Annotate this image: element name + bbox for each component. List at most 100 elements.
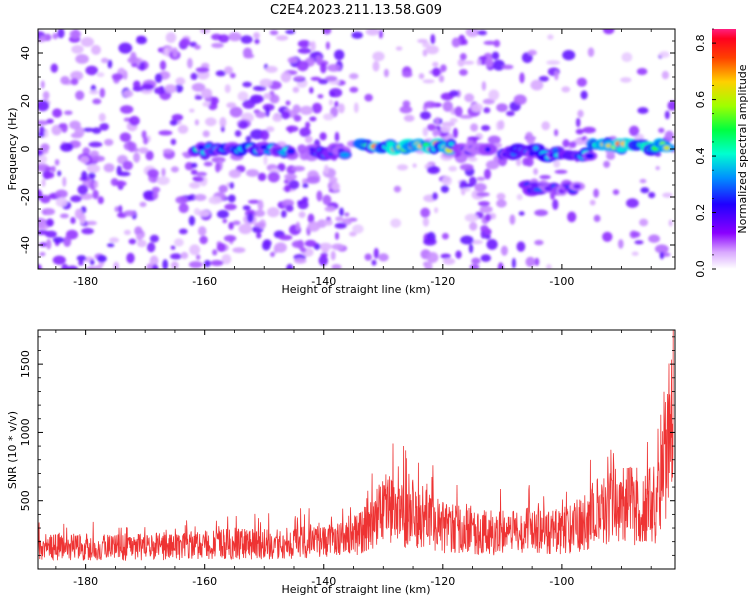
heatmap-noise-cell: [287, 56, 299, 64]
heatmap-noise-cell: [425, 45, 439, 55]
heatmap-noise-cell: [82, 147, 91, 156]
heatmap-noise-cell: [390, 218, 402, 228]
heatmap-noise-cell: [159, 60, 167, 71]
snr-series-line: [38, 330, 675, 562]
heatmap-noise-cell: [422, 41, 430, 48]
heatmap-noise-cell: [222, 218, 228, 224]
heatmap-noise-cell: [265, 106, 270, 117]
heatmap-noise-cell: [481, 125, 491, 131]
heatmap-noise-cell: [667, 100, 675, 111]
heatmap-noise-cell: [50, 63, 58, 73]
heatmap-noise-cell: [156, 176, 170, 186]
heatmap-noise-cell: [70, 78, 79, 86]
x-tick-label: -140: [311, 575, 336, 588]
heatmap-noise-cell: [253, 32, 260, 39]
heatmap-noise-cell: [603, 160, 610, 168]
heatmap-noise-cell: [434, 207, 439, 214]
heatmap-noise-cell: [285, 29, 296, 35]
heatmap-noise-cell: [530, 79, 544, 91]
heatmap-noise-cell: [38, 120, 49, 126]
heatmap-noise-cell: [136, 239, 147, 248]
heatmap-noise-cell: [659, 51, 670, 58]
heatmap-noise-cell: [136, 233, 143, 241]
heatmap-noise-cell: [440, 253, 451, 259]
heatmap-noise-cell: [353, 102, 359, 113]
colorbar-tick-label: 0.6: [694, 91, 707, 109]
heatmap-noise-cell: [86, 220, 97, 226]
colorbar-tick-label: 0.2: [694, 204, 707, 222]
heatmap-noise-cell: [488, 89, 500, 101]
heatmap-noise-cell: [129, 115, 140, 126]
heatmap-noise-cell: [349, 86, 359, 93]
heatmap-noise-cell: [423, 238, 437, 246]
heatmap-noise-cell: [344, 212, 350, 217]
heatmap-noise-cell: [175, 84, 184, 93]
heatmap-noise-cell: [288, 180, 300, 190]
heatmap-noise-cell: [256, 232, 262, 239]
heatmap-noise-cell: [582, 126, 596, 134]
heatmap-noise-cell: [278, 234, 293, 241]
heatmap-noise-cell: [118, 42, 133, 54]
heatmap-noise-cell: [81, 170, 88, 181]
heatmap-noise-cell: [424, 261, 433, 269]
heatmap-noise-cell: [587, 47, 595, 57]
heatmap-noise-cell: [620, 77, 632, 83]
x-tick-label: -180: [73, 575, 98, 588]
heatmap-noise-cell: [546, 264, 552, 269]
heatmap-noise-cell: [38, 154, 48, 165]
heatmap-noise-cell: [522, 157, 530, 166]
heatmap-noise-cell: [171, 114, 184, 121]
figure-title: C2E4.2023.211.13.58.G09: [270, 3, 442, 18]
heatmap-noise-cell: [483, 107, 491, 114]
heatmap-noise-cell: [40, 80, 45, 89]
heatmap-noise-cell: [631, 251, 639, 256]
heatmap-noise-cell: [190, 72, 198, 80]
heatmap-noise-cell: [460, 235, 474, 245]
heatmap-noise-cell: [96, 72, 105, 78]
heatmap-noise-cell: [449, 90, 459, 97]
heatmap-noise-cell: [188, 261, 203, 269]
heatmap-noise-cell: [98, 113, 106, 122]
heatmap-noise-cell: [455, 250, 462, 259]
heatmap-noise-cell: [427, 166, 440, 174]
heatmap-noise-cell: [471, 257, 481, 265]
heatmap-noise-cell: [481, 81, 487, 91]
heatmap-noise-cell: [130, 51, 137, 63]
x-tick-label: -160: [192, 275, 217, 288]
heatmap-noise-cell: [39, 252, 46, 257]
heatmap-noise-cell: [509, 214, 516, 225]
heatmap-noise-cell: [580, 90, 588, 100]
heatmap-noise-cell: [469, 221, 478, 231]
heatmap-noise-cell: [396, 164, 409, 171]
heatmap-noise-cell: [440, 125, 452, 133]
heatmap-noise-cell: [180, 38, 191, 47]
heatmap-noise-cell: [297, 199, 309, 210]
heatmap-noise-cell: [541, 121, 550, 131]
heatmap-noise-cell: [661, 70, 670, 80]
heatmap-noise-cell: [243, 53, 255, 59]
heatmap-noise-cell: [648, 192, 656, 199]
heatmap-noise-cell: [567, 211, 577, 223]
heatmap-noise-cell: [322, 194, 332, 206]
heatmap-ridge-core: [339, 151, 350, 158]
heatmap-noise-cell: [418, 73, 425, 80]
heatmap-noise-cell: [93, 180, 99, 189]
heatmap-noise-cell: [242, 205, 251, 211]
heatmap-noise-cell: [338, 103, 345, 114]
heatmap-noise-cell: [70, 195, 82, 203]
heatmap-noise-cell: [639, 218, 649, 227]
heatmap-noise-cell: [178, 228, 188, 235]
y-tick-label: 40: [19, 46, 32, 60]
heatmap-noise-cell: [263, 154, 268, 166]
heatmap-noise-cell: [197, 209, 211, 217]
heatmap-noise-cell: [479, 205, 493, 214]
heatmap-noise-cell: [438, 75, 445, 83]
heatmap-noise-cell: [518, 211, 525, 216]
x-tick-label: -100: [549, 275, 574, 288]
heatmap-noise-cell: [103, 163, 115, 173]
heatmap-noise-cell: [202, 101, 211, 107]
heatmap-noise-cell: [324, 219, 333, 226]
heatmap-noise-cell: [146, 242, 156, 253]
heatmap-noise-cell: [525, 256, 536, 267]
heatmap-noise-cell: [39, 35, 47, 40]
